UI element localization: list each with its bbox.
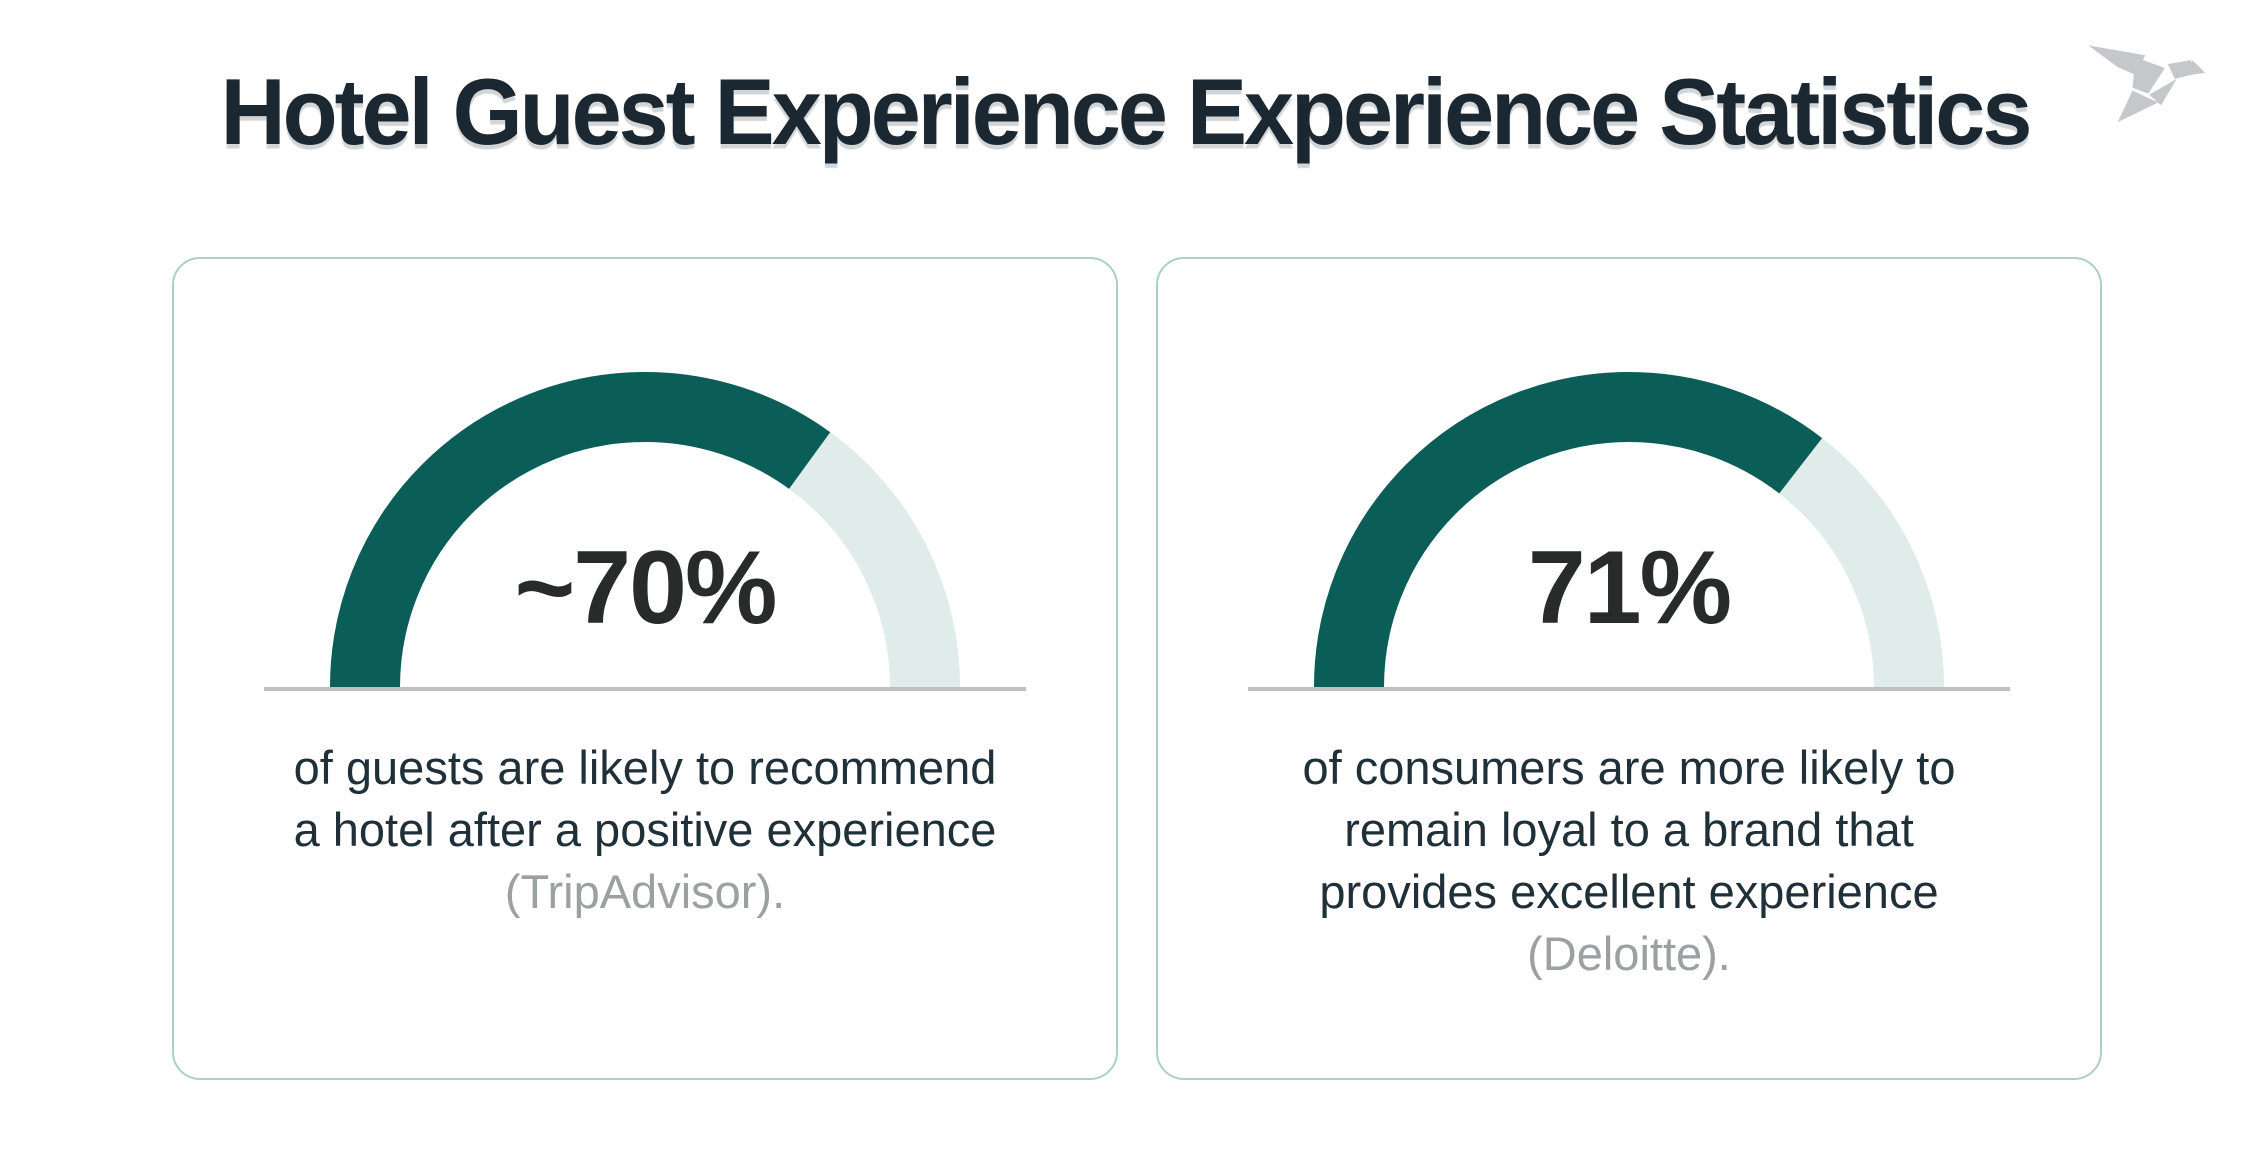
gauge-baseline [1248, 687, 2010, 691]
stat-description-line: a hotel after a positive experience [293, 803, 997, 857]
gauge-fill-arc [1314, 372, 1944, 687]
stat-card-deloitte: 71% of consumers are more likely to rema… [1156, 257, 2102, 1080]
gauge-value: ~70% [514, 530, 778, 646]
stat-description-line: provides excellent experience [1319, 865, 1939, 919]
stat-description: of consumers are more likely to remain l… [1189, 737, 2069, 985]
origami-bird-icon [2088, 45, 2206, 123]
stat-card-tripadvisor: ~70% of guests are likely to recommend a… [172, 257, 1118, 1080]
stat-description-line: of guests are likely to recommend [293, 741, 997, 794]
gauge-chart: 71% [1248, 365, 2010, 691]
stat-cards-row: ~70% of guests are likely to recommend a… [172, 257, 2102, 1080]
gauge-baseline [264, 687, 1026, 691]
page-title: Hotel Guest Experience Experience Statis… [220, 60, 2033, 165]
brand-logo [2078, 12, 2246, 130]
gauge-arc [1314, 372, 1944, 687]
stat-description-line: remain loyal to a brand that [1344, 803, 1914, 857]
gauge-fill-arc [330, 372, 960, 687]
gauge-value: 71% [1527, 530, 1732, 646]
stat-source: (TripAdvisor). [504, 865, 786, 919]
stat-source: (Deloitte). [1527, 927, 1731, 981]
stat-description-line: of consumers are more likely to [1302, 741, 1956, 794]
gauge-arc [330, 372, 960, 687]
gauge-chart: ~70% [264, 365, 1026, 691]
stat-description: of guests are likely to recommend a hote… [205, 737, 1085, 923]
